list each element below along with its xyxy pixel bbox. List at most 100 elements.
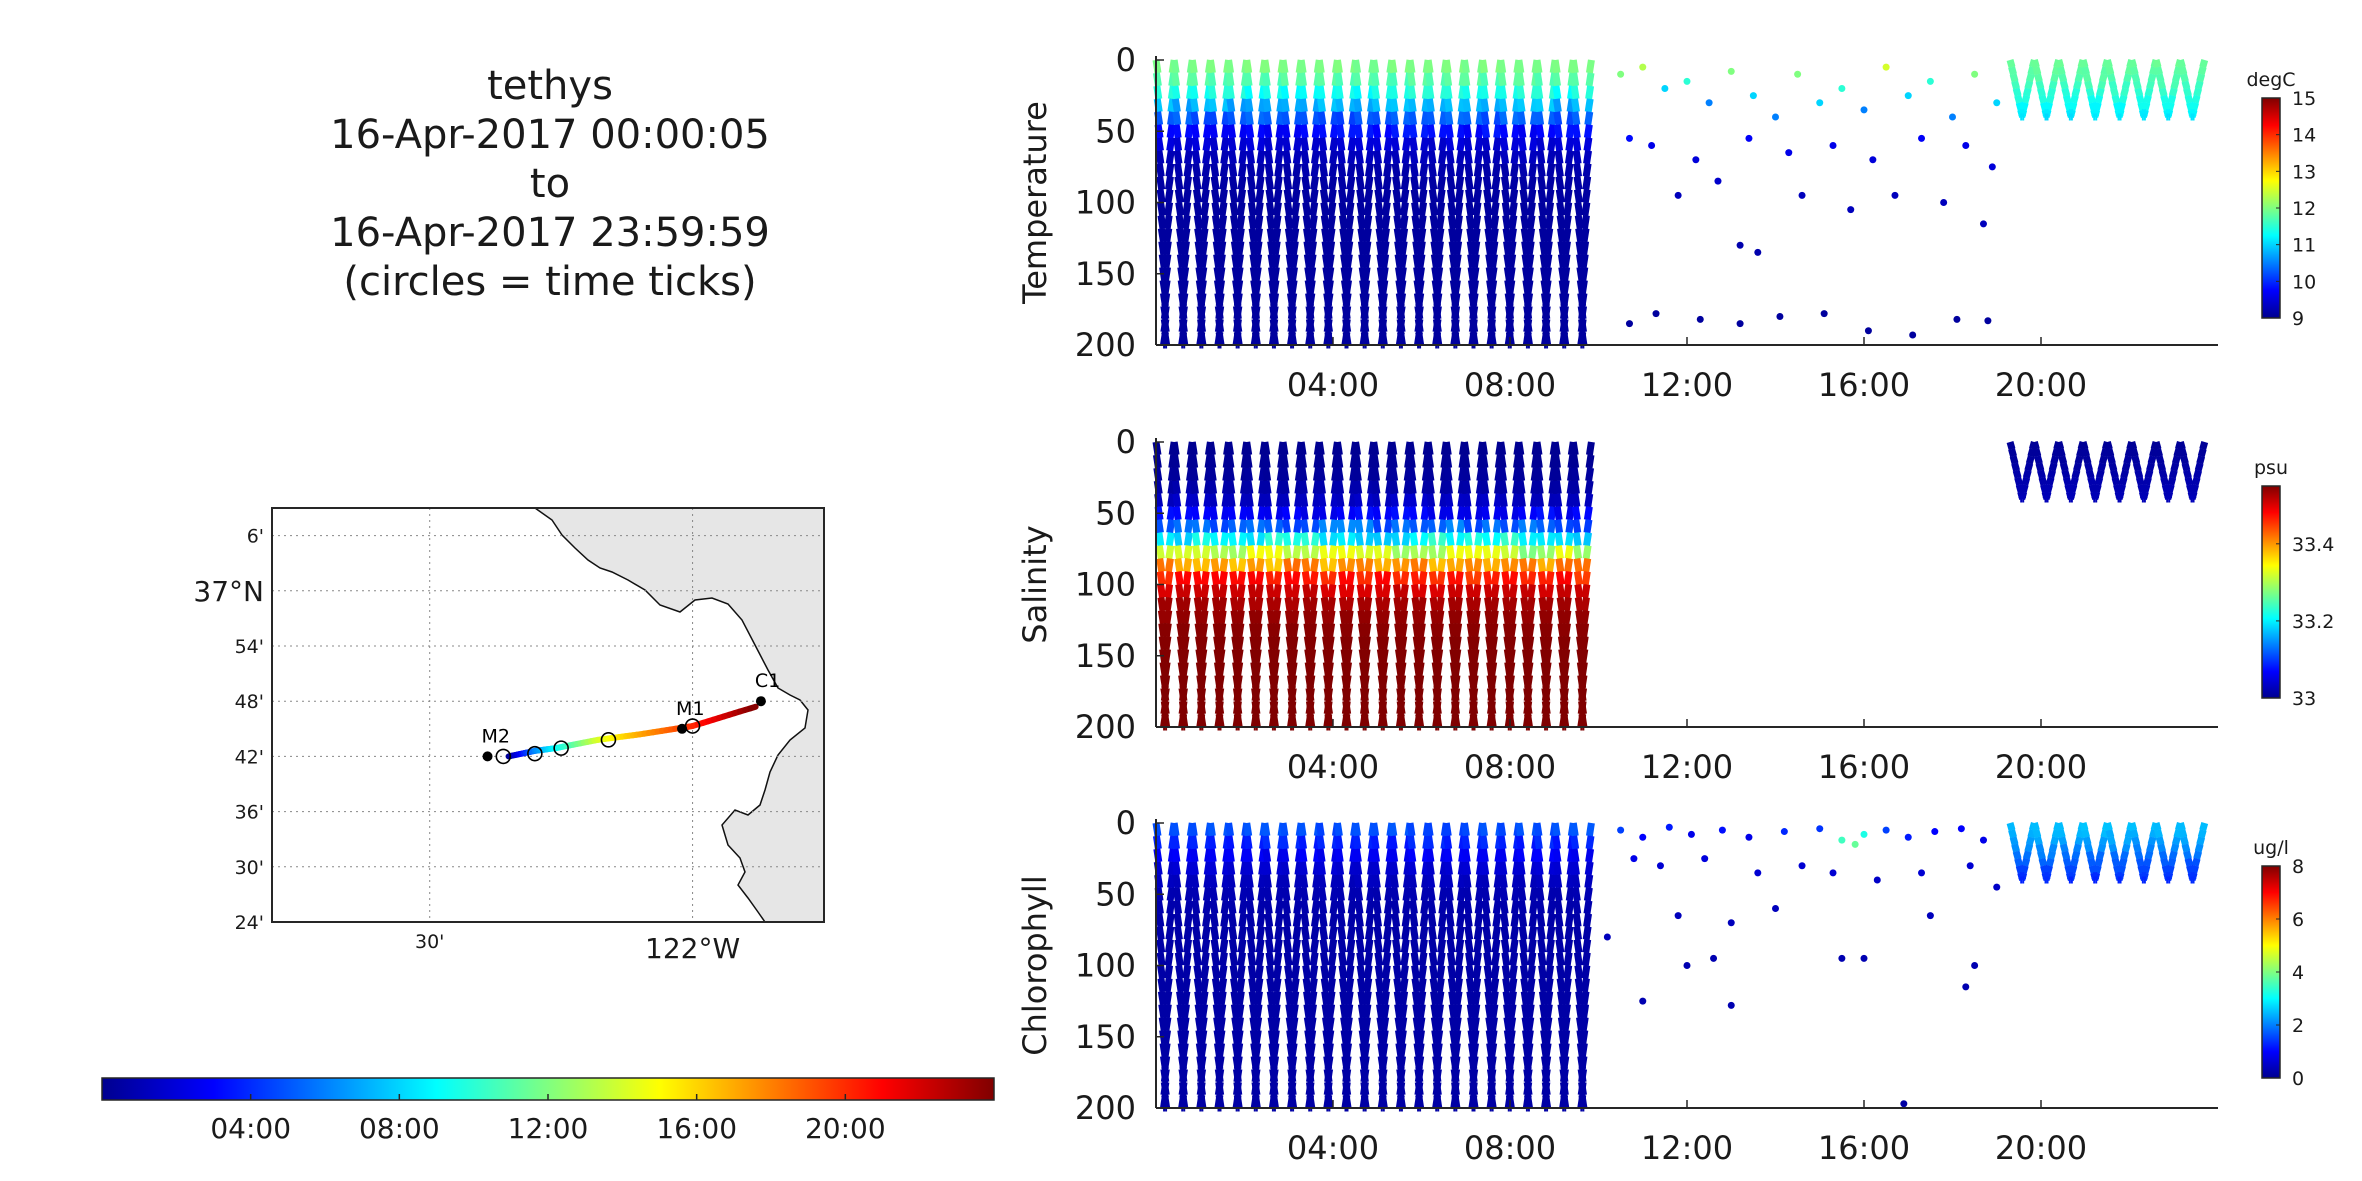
profile-point [1226,493,1236,508]
sparse-data-point [1683,77,1691,85]
profile-point [1554,532,1564,547]
profile-point [1344,990,1354,1005]
profile-point [1208,480,1218,495]
profile-point [1560,1055,1570,1070]
profile-point [1426,111,1436,126]
profile-point [1464,545,1474,560]
profile-point [1263,111,1272,126]
profile-point [1200,952,1210,967]
profile-point [1293,519,1303,534]
profile-point [1234,279,1244,294]
profile-point [1227,900,1237,915]
profile-point [1293,124,1303,139]
profile-point [1560,1042,1570,1057]
profile-point [1563,964,1573,979]
profile-point [1491,163,1501,178]
profile-point [1520,214,1530,229]
profile-point [1342,674,1352,689]
profile-point [1218,189,1228,204]
profile-point [1336,887,1345,902]
profile-point [1414,305,1424,320]
profile-point [1490,596,1500,611]
profile-point [1312,111,1322,126]
profile-point [1472,214,1482,229]
profile-point [1493,874,1503,889]
profile-point [1188,441,1198,456]
profile-point [1321,609,1331,624]
profile-point [1185,493,1195,508]
profile-point [1371,493,1381,508]
profile-point [1473,545,1483,560]
profile-point [1269,318,1279,333]
profile-point [1263,887,1273,902]
profile-point [2024,80,2034,90]
profile-point [1474,532,1484,547]
profile-point [1374,952,1384,967]
profile-point [1563,952,1573,967]
profile-point [1218,964,1228,979]
profile-point [1474,900,1484,915]
profile-point [1577,1081,1587,1096]
sparse-data-point [1820,310,1828,318]
profile-point [1319,926,1329,941]
profile-point [1328,545,1338,560]
time-colorbar-tick-label: 08:00 [359,1112,440,1145]
profile-point [1375,990,1385,1005]
profile-point [2073,843,2082,853]
profile-point [1388,835,1398,850]
y-tick-label: 0 [1116,423,1136,461]
profile-point [1553,874,1563,889]
profile-point [1373,913,1383,928]
profile-point [1432,700,1442,715]
profile-point [1365,137,1375,152]
profile-point [1253,1003,1263,1018]
profile-point [1545,583,1555,598]
profile-point [1282,545,1292,560]
profile-point [1298,480,1308,495]
profile-point [1427,545,1437,560]
profile-point [2048,80,2058,90]
profile-point [1235,622,1245,637]
profile-point [2062,476,2072,486]
profile-point [1538,964,1547,979]
colorbar-tick-label: 4 [2292,962,2304,984]
profile-point [2062,94,2072,104]
profile-point [1516,98,1526,113]
profile-point [1472,977,1482,992]
profile-point [1489,622,1499,637]
profile-point [1153,467,1163,482]
profile-point [1498,85,1507,100]
profile-point [1543,266,1552,281]
title-line-vehicle: tethys [487,63,613,109]
profile-point [1533,454,1543,469]
profile-point [1162,266,1172,281]
profile-point [1257,111,1267,126]
profile-point [2170,462,2180,472]
profile-point [2135,857,2145,867]
profile-point [1341,1081,1351,1096]
profile-point [1310,532,1320,547]
profile-point [1181,596,1191,611]
profile-point [1165,532,1175,547]
profile-point [1194,609,1204,624]
profile-point [1262,85,1272,100]
profile-point [1509,939,1519,954]
profile-point [1229,571,1239,586]
profile-point [1402,874,1412,889]
profile-point [1483,964,1493,979]
profile-point [1227,913,1237,928]
map-lat-tick-label: 30' [235,857,264,879]
profile-point [1432,318,1442,333]
profile-point [1357,596,1366,611]
profile-point [1341,318,1351,333]
profile-point [2190,101,2199,111]
profile-point [1251,292,1261,307]
profile-point [1534,98,1544,113]
profile-point [1437,939,1447,954]
profile-point [1427,532,1437,547]
profile-point [1363,977,1373,992]
profile-point [1451,687,1461,702]
profile-point [1218,583,1228,598]
x-tick-label: 16:00 [1818,366,1910,404]
profile-point [1507,1003,1517,1018]
